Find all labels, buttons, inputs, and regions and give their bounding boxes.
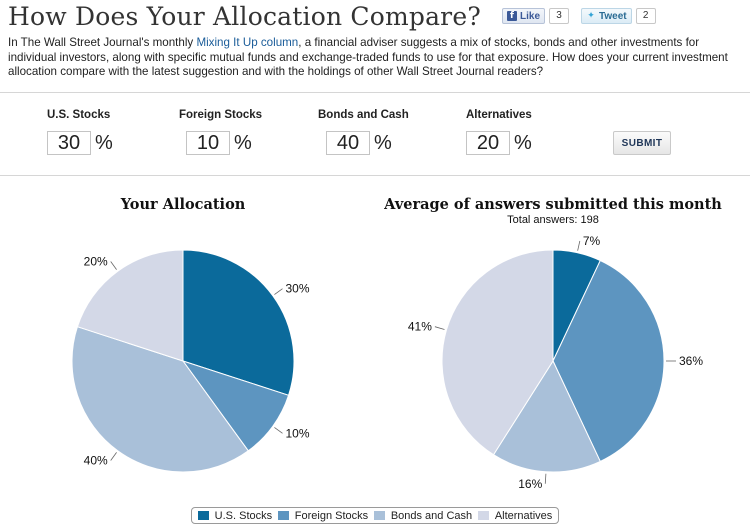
charts-area: Your Allocation 30% 10% 40% 20% Average of … — [71, 196, 722, 491]
chart-2-leader-u-s-stocks — [577, 240, 581, 251]
chart-2-subtitle: Total answers: 198 — [507, 214, 599, 226]
chart-2-pie: 7% 36% 16% 41% — [408, 234, 703, 491]
page-title: How Does Your Allocation Compare? — [8, 2, 481, 31]
intro-paragraph: In The Wall Street Journal's monthly Mix… — [8, 36, 738, 80]
tweet-count: 2 — [635, 8, 656, 24]
intro-text-before: In The Wall Street Journal's monthly — [8, 36, 197, 49]
legend-swatch-u-s-stocks — [197, 511, 209, 520]
chart-1-leader-alternatives — [110, 261, 117, 270]
intro-text-after: , a financial adviser suggests a mix of … — [8, 36, 728, 79]
chart-2-label-foreign-stocks: 36% — [679, 354, 703, 368]
chart-1-title: Your Allocation — [120, 196, 246, 213]
alternatives-label: Alternatives — [466, 109, 532, 121]
chart-legend: U.S. Stocks Foreign Stocks Bonds and Cash A… — [191, 507, 559, 524]
us-stocks-input[interactable] — [47, 131, 91, 155]
facebook-like-widget: f Like 3 — [502, 8, 570, 24]
legend-swatch-alternatives — [477, 511, 489, 520]
legend-label-bonds-and-cash: Bonds and Cash — [390, 509, 473, 522]
chart-1-label-u-s-stocks: 30% — [286, 282, 310, 296]
chart-2-label-u-s-stocks: 7% — [583, 234, 601, 248]
foreign-stocks-label: Foreign Stocks — [179, 109, 263, 121]
chart-2-label-bonds-and-cash: 16% — [518, 477, 542, 491]
mixing-it-up-link[interactable]: Mixing It Up column — [196, 36, 299, 49]
legend-swatch-bonds-and-cash — [373, 511, 385, 520]
chart-2-title: Average of answers submitted this month — [383, 196, 722, 213]
bonds-and-cash-percent-sign: % — [374, 131, 392, 154]
alternatives-input[interactable] — [466, 131, 510, 155]
legend-item-bonds-and-cash: Bonds and Cash — [373, 509, 473, 522]
field-foreign-stocks: Foreign Stocks % — [179, 109, 263, 155]
alternatives-percent-sign: % — [514, 131, 532, 154]
divider-middle — [0, 175, 750, 176]
legend-label-u-s-stocks: U.S. Stocks — [214, 509, 273, 522]
legend-item-alternatives: Alternatives — [477, 509, 553, 522]
tweet-widget: ✦ Tweet 2 — [581, 8, 656, 24]
tweet-label: Tweet — [599, 10, 627, 22]
chart-1-slice-bonds-and-cash — [71, 326, 249, 473]
like-count: 3 — [549, 8, 570, 24]
chart-2-slice-foreign-stocks — [552, 259, 665, 463]
field-bonds-and-cash: Bonds and Cash % — [318, 109, 409, 155]
chart-1-label-alternatives: 20% — [84, 254, 108, 268]
chart-1-slice-alternatives — [76, 249, 184, 362]
chart-1-label-bonds-and-cash: 40% — [84, 454, 108, 468]
field-us-stocks: U.S. Stocks % — [47, 109, 113, 155]
facebook-like-button[interactable]: f Like — [502, 8, 546, 24]
legend-item-u-s-stocks: U.S. Stocks — [197, 509, 273, 522]
tweet-button[interactable]: ✦ Tweet — [581, 8, 632, 24]
chart-2-leader-bonds-and-cash — [544, 473, 547, 484]
chart-2-slice-bonds-and-cash — [492, 359, 601, 473]
chart-2-slice-alternatives — [441, 249, 554, 456]
chart-1-pie: 30% 10% 40% 20% — [71, 249, 310, 473]
like-label: Like — [520, 10, 541, 22]
twitter-bird-icon: ✦ — [587, 11, 595, 21]
chart-1-leader-foreign-stocks — [274, 427, 283, 434]
field-alternatives: Alternatives % — [466, 109, 532, 155]
submit-button[interactable]: SUBMIT — [613, 131, 671, 155]
chart-2-label-alternatives: 41% — [408, 320, 432, 334]
chart-1-slice-u-s-stocks — [182, 249, 295, 396]
divider-top — [0, 92, 750, 93]
foreign-stocks-input[interactable] — [186, 131, 230, 155]
chart-2-leader-alternatives — [434, 326, 445, 330]
foreign-stocks-percent-sign: % — [234, 131, 252, 154]
chart-1-label-foreign-stocks: 10% — [286, 426, 310, 440]
chart-1-leader-u-s-stocks — [274, 288, 283, 295]
us-stocks-label: U.S. Stocks — [47, 109, 111, 121]
legend-swatch-foreign-stocks — [277, 511, 289, 520]
legend-label-alternatives: Alternatives — [494, 509, 553, 522]
bonds-and-cash-label: Bonds and Cash — [318, 109, 409, 121]
chart-1-leader-bonds-and-cash — [110, 452, 117, 461]
legend-item-foreign-stocks: Foreign Stocks — [277, 509, 369, 522]
us-stocks-percent-sign: % — [95, 131, 113, 154]
bonds-and-cash-input[interactable] — [326, 131, 370, 155]
legend-label-foreign-stocks: Foreign Stocks — [294, 509, 369, 522]
facebook-icon: f — [507, 11, 517, 21]
